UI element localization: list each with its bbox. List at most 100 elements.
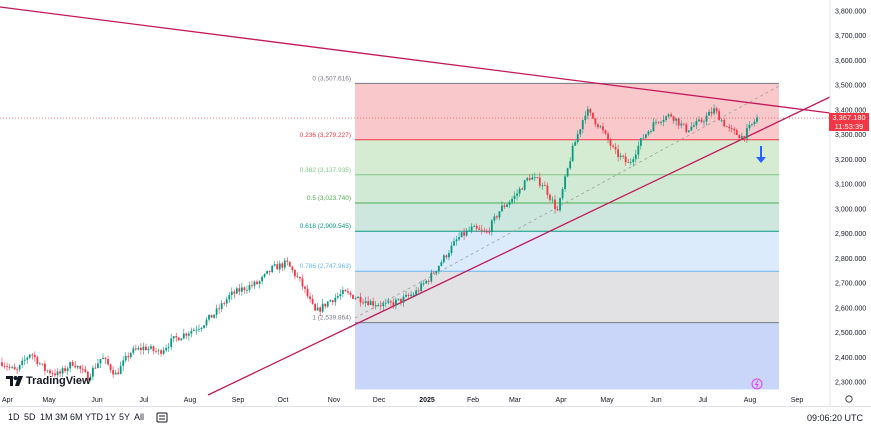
candle-body — [521, 188, 524, 190]
candle-body — [733, 128, 736, 131]
regression-line[interactable] — [354, 85, 780, 319]
candle-body — [677, 118, 680, 126]
candle-body — [190, 330, 193, 334]
candle-body — [157, 350, 160, 352]
candle-body — [311, 298, 314, 304]
candle-body — [314, 303, 317, 311]
time-axis-tick: Feb — [467, 397, 479, 404]
candle-body — [145, 346, 147, 351]
candle-body — [460, 232, 463, 238]
time-axis-tick: Aug — [184, 397, 197, 404]
candle-body — [180, 338, 183, 341]
alert-icon[interactable] — [751, 378, 763, 390]
candle-body — [422, 283, 425, 285]
candle-body — [309, 296, 311, 299]
price-axis[interactable]: 3,800.000 3,700.000 3,600.000 3,500.000 3,40… — [829, 0, 866, 406]
trendlines[interactable] — [0, 6, 831, 396]
price-axis-tick: 3,600.000 — [835, 58, 866, 65]
candle-body — [198, 328, 200, 330]
current-price-value: 3,367.180 — [832, 113, 866, 122]
time-axis-tick: Dec — [373, 397, 386, 404]
time-axis-tick: Apr — [2, 397, 14, 404]
candle-body — [629, 162, 632, 163]
candle-body — [650, 131, 652, 132]
candle-body — [715, 108, 718, 112]
tradingview-logo[interactable]: TradingView — [6, 373, 91, 389]
downtrend-line[interactable] — [0, 6, 831, 114]
candle-body — [152, 346, 155, 351]
fib-level-label: 0.618 (2,909.545) — [300, 223, 351, 230]
candle-body — [655, 121, 657, 123]
candle-body — [150, 346, 152, 349]
candle-body — [564, 176, 566, 190]
price-axis-tick: 3,000.000 — [835, 206, 866, 213]
candle-body — [627, 162, 630, 163]
range-1m-button[interactable]: 1M — [40, 412, 53, 422]
candle-body — [538, 177, 541, 186]
candle-body — [740, 136, 743, 139]
candle-body — [246, 289, 248, 291]
candle-body — [624, 156, 627, 163]
tradingview-logo-icon — [6, 376, 23, 386]
candle-body — [576, 134, 579, 143]
fib-zone — [355, 231, 779, 272]
time-axis-tick: May — [600, 397, 614, 404]
candle-body — [617, 149, 620, 158]
candle-body — [490, 220, 493, 232]
candle-body — [644, 134, 647, 138]
range-5y-button[interactable]: 5Y — [119, 412, 131, 422]
candle-body — [753, 121, 756, 124]
candle-body — [177, 337, 180, 341]
candle-body — [561, 189, 564, 199]
range-5d-button[interactable]: 5D — [24, 412, 36, 422]
candle-body — [357, 296, 359, 299]
candle-body — [251, 285, 253, 286]
candle-body — [660, 121, 662, 123]
candle-body — [213, 314, 216, 318]
candle-body — [541, 185, 544, 187]
candle-body — [612, 145, 614, 147]
candle-body — [286, 260, 289, 262]
candle-body — [672, 116, 675, 121]
range-6m-button[interactable]: 6M — [70, 412, 83, 422]
candle-body — [662, 119, 665, 122]
range-all-button[interactable]: All — [134, 412, 145, 422]
time-axis[interactable]: Apr May Jun Jul Aug Sep Oct Nov Dec 2025 Feb Mar Apr… — [2, 397, 803, 404]
utc-clock[interactable]: 09:06:20 UTC — [806, 413, 863, 423]
settings-icon[interactable] — [845, 395, 853, 403]
candle-body — [193, 329, 195, 331]
candle-body — [478, 228, 481, 230]
candle-body — [417, 290, 420, 292]
range-1d-button[interactable]: 1D — [8, 412, 20, 422]
candle-body — [483, 230, 486, 232]
range-3m-button[interactable]: 3M — [55, 412, 68, 422]
range-1y-button[interactable]: 1Y — [105, 412, 117, 422]
candle-body — [56, 371, 59, 376]
candle-body — [114, 372, 117, 375]
candle-body — [450, 245, 453, 254]
candle-body — [448, 253, 450, 258]
candle-body — [591, 112, 594, 119]
candle-body — [16, 369, 19, 371]
candle-body — [66, 368, 69, 372]
candle-body — [331, 300, 334, 303]
candle-body — [531, 177, 534, 180]
candle-body — [283, 260, 286, 268]
candle-body — [89, 376, 92, 381]
down-arrow-icon — [756, 146, 766, 163]
candle-body — [59, 371, 61, 374]
fibonacci-retracement[interactable]: 0 (3,507.616) 0.236 (3,279.227) 0.382 (3,1… — [300, 75, 779, 390]
candle-body — [44, 363, 46, 371]
date-range-icon[interactable] — [156, 411, 168, 423]
candle-body — [647, 131, 650, 135]
uptrend-line[interactable] — [207, 96, 831, 396]
time-axis-tick: Jul — [699, 397, 708, 404]
range-ytd-button[interactable]: YTD — [85, 412, 103, 422]
candle-body — [13, 366, 16, 370]
candle-body — [523, 180, 526, 190]
candle-body — [602, 126, 604, 131]
candle-body — [362, 302, 364, 304]
alert-icon-bolt — [754, 380, 759, 388]
candle-body — [334, 297, 337, 303]
